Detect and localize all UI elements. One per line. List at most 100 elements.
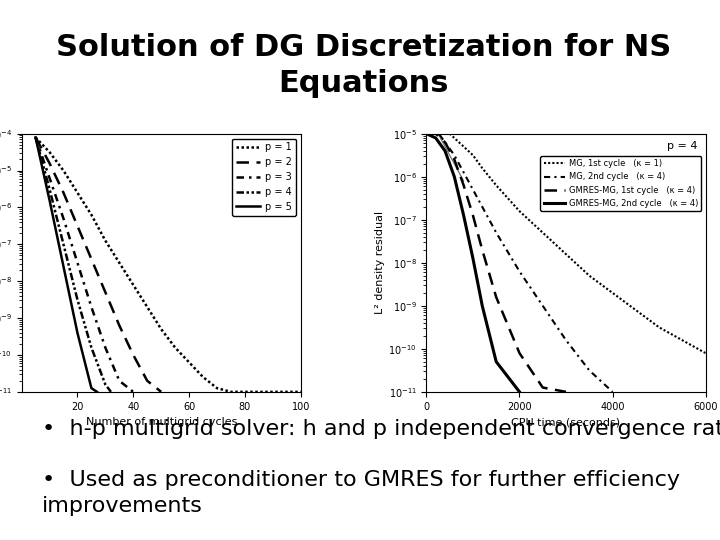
MG, 1st cycle   (κ = 1) xyxy=(678,337,687,343)
Line: GMRES-MG, 2nd cycle   (κ = 4): GMRES-MG, 2nd cycle (κ = 4) xyxy=(426,134,519,392)
GMRES-MG, 1st cycle   (κ = 4) xyxy=(422,131,431,137)
MG, 2nd cycle   (κ = 4) xyxy=(492,230,500,236)
MG, 1st cycle   (κ = 1) xyxy=(585,273,593,279)
GMRES-MG, 1st cycle   (κ = 4) xyxy=(515,350,523,356)
GMRES-MG, 2nd cycle   (κ = 4) xyxy=(422,131,431,137)
p = 5 xyxy=(93,389,102,395)
p = 3 xyxy=(59,215,68,222)
p = 2 xyxy=(87,256,96,262)
Text: p = 4: p = 4 xyxy=(667,141,697,151)
p = 1 xyxy=(227,389,235,395)
p = 3 xyxy=(87,304,96,310)
p = 1 xyxy=(115,260,124,266)
p = 5 xyxy=(73,329,82,336)
MG, 2nd cycle   (κ = 4) xyxy=(422,131,431,137)
p = 1 xyxy=(157,326,166,333)
MG, 2nd cycle   (κ = 4) xyxy=(450,152,459,158)
Y-axis label: L² density residual: L² density residual xyxy=(375,211,385,314)
MG, 1st cycle   (κ = 1) xyxy=(562,251,570,258)
MG, 1st cycle   (κ = 1) xyxy=(608,289,617,296)
p = 5 xyxy=(45,197,54,204)
MG, 2nd cycle   (κ = 4) xyxy=(441,139,449,146)
Line: p = 4: p = 4 xyxy=(35,137,111,392)
MG, 1st cycle   (κ = 1) xyxy=(459,143,468,150)
Line: p = 1: p = 1 xyxy=(35,137,301,392)
MG, 2nd cycle   (κ = 4) xyxy=(585,367,593,374)
MG, 1st cycle   (κ = 1) xyxy=(478,165,487,171)
p = 1 xyxy=(171,345,179,351)
MG, 1st cycle   (κ = 1) xyxy=(654,324,663,330)
MG, 1st cycle   (κ = 1) xyxy=(450,135,459,141)
p = 3 xyxy=(101,345,109,351)
GMRES-MG, 1st cycle   (κ = 4) xyxy=(478,247,487,253)
GMRES-MG, 1st cycle   (κ = 4) xyxy=(441,139,449,146)
p = 2 xyxy=(59,190,68,196)
MG, 1st cycle   (κ = 1) xyxy=(631,307,640,313)
GMRES-MG, 1st cycle   (κ = 4) xyxy=(469,212,477,219)
MG, 1st cycle   (κ = 1) xyxy=(422,131,431,137)
Line: p = 5: p = 5 xyxy=(35,137,97,392)
Text: Solution of DG Discretization for NS
Equations: Solution of DG Discretization for NS Equ… xyxy=(56,33,671,98)
Line: MG, 2nd cycle   (κ = 4): MG, 2nd cycle (κ = 4) xyxy=(426,130,613,392)
MG, 1st cycle   (κ = 1) xyxy=(441,126,449,133)
MG, 1st cycle   (κ = 1) xyxy=(431,122,440,129)
p = 3 xyxy=(45,175,54,181)
MG, 1st cycle   (κ = 1) xyxy=(539,230,547,236)
p = 1 xyxy=(129,282,138,288)
Line: GMRES-MG, 1st cycle   (κ = 4): GMRES-MG, 1st cycle (κ = 4) xyxy=(426,134,566,392)
X-axis label: CPU time (seconds): CPU time (seconds) xyxy=(511,417,621,427)
MG, 2nd cycle   (κ = 4) xyxy=(539,302,547,309)
MG, 1st cycle   (κ = 1) xyxy=(492,182,500,188)
Legend: MG, 1st cycle   (κ = 1), MG, 2nd cycle   (κ = 4), GMRES-MG, 1st cycle   (κ = 4),: MG, 1st cycle (κ = 1), MG, 2nd cycle (κ … xyxy=(541,156,701,211)
p = 1 xyxy=(185,359,194,366)
MG, 1st cycle   (κ = 1) xyxy=(515,208,523,214)
p = 1 xyxy=(255,389,264,395)
p = 3 xyxy=(31,134,40,140)
GMRES-MG, 1st cycle   (κ = 4) xyxy=(450,156,459,163)
p = 5 xyxy=(59,263,68,269)
p = 2 xyxy=(115,322,124,329)
GMRES-MG, 2nd cycle   (κ = 4) xyxy=(515,389,523,395)
p = 1 xyxy=(87,212,96,218)
p = 2 xyxy=(129,352,138,358)
p = 5 xyxy=(31,134,40,140)
Line: p = 2: p = 2 xyxy=(35,137,161,392)
MG, 2nd cycle   (κ = 4) xyxy=(478,204,487,210)
GMRES-MG, 2nd cycle   (κ = 4) xyxy=(431,135,440,141)
GMRES-MG, 1st cycle   (κ = 4) xyxy=(562,389,570,395)
GMRES-MG, 2nd cycle   (κ = 4) xyxy=(441,147,449,154)
Line: p = 3: p = 3 xyxy=(35,137,133,392)
p = 2 xyxy=(73,222,82,229)
p = 1 xyxy=(101,238,109,244)
Text: •  Used as preconditioner to GMRES for further efficiency
improvements: • Used as preconditioner to GMRES for fu… xyxy=(42,470,680,516)
MG, 2nd cycle   (κ = 4) xyxy=(515,268,523,275)
GMRES-MG, 2nd cycle   (κ = 4) xyxy=(450,173,459,180)
p = 1 xyxy=(199,374,207,380)
Line: MG, 1st cycle   (κ = 1): MG, 1st cycle (κ = 1) xyxy=(426,125,706,353)
p = 4 xyxy=(73,296,82,303)
p = 5 xyxy=(87,385,96,392)
p = 2 xyxy=(157,389,166,395)
GMRES-MG, 2nd cycle   (κ = 4) xyxy=(469,255,477,262)
p = 3 xyxy=(129,389,138,395)
p = 3 xyxy=(115,377,124,384)
MG, 2nd cycle   (κ = 4) xyxy=(459,169,468,176)
p = 2 xyxy=(45,160,54,166)
GMRES-MG, 1st cycle   (κ = 4) xyxy=(539,384,547,391)
p = 1 xyxy=(240,389,249,395)
p = 1 xyxy=(212,385,221,392)
X-axis label: Number of multigrid cycles: Number of multigrid cycles xyxy=(86,417,237,427)
MG, 1st cycle   (κ = 1) xyxy=(469,152,477,158)
p = 4 xyxy=(45,186,54,192)
p = 3 xyxy=(73,260,82,266)
MG, 2nd cycle   (κ = 4) xyxy=(608,389,617,395)
GMRES-MG, 1st cycle   (κ = 4) xyxy=(459,182,468,188)
GMRES-MG, 2nd cycle   (κ = 4) xyxy=(459,212,468,219)
p = 2 xyxy=(143,377,151,384)
GMRES-MG, 2nd cycle   (κ = 4) xyxy=(492,359,500,365)
p = 4 xyxy=(87,345,96,351)
p = 2 xyxy=(101,289,109,295)
p = 1 xyxy=(269,389,277,395)
MG, 1st cycle   (κ = 1) xyxy=(701,350,710,356)
p = 4 xyxy=(107,389,115,395)
